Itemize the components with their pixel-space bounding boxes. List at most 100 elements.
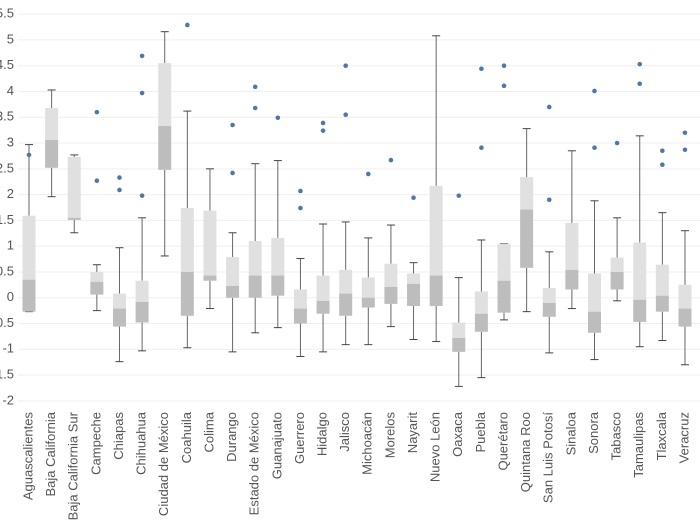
- x-tick-label: Jalisco: [337, 412, 352, 452]
- outlier-point: [592, 88, 597, 94]
- box-lower: [610, 271, 624, 290]
- y-tick-label: -1.5: [0, 367, 14, 382]
- outlier-point: [117, 187, 122, 193]
- outlier-point: [26, 152, 32, 158]
- box-lower: [180, 271, 194, 316]
- box-lower: [452, 337, 466, 352]
- y-tick-label: 4.5: [0, 57, 14, 72]
- x-tick-label: San Luis Potosí: [541, 412, 556, 503]
- box-upper: [226, 256, 240, 286]
- outlier-point: [343, 112, 348, 117]
- x-tick-label: Oaxaca: [450, 411, 465, 457]
- x-tick-label: Guanajuato: [269, 412, 284, 479]
- y-tick-label: 0: [7, 289, 14, 304]
- x-tick-label: Veracruz: [676, 412, 691, 463]
- outlier-point: [479, 66, 484, 72]
- box-upper: [90, 271, 104, 282]
- box-upper: [271, 237, 285, 276]
- x-tick-label: Durango: [224, 412, 239, 462]
- box-upper: [474, 291, 488, 314]
- outlier-point: [94, 178, 100, 183]
- outlier-point: [479, 145, 484, 150]
- box-upper: [610, 257, 624, 272]
- box-upper: [565, 222, 579, 270]
- box-upper: [339, 269, 353, 294]
- box-upper: [655, 264, 669, 296]
- outlier-point: [252, 84, 258, 90]
- outlier-point: [366, 171, 371, 177]
- x-tick-label: Sinaloa: [563, 411, 578, 455]
- x-tick-label: Michoacán: [360, 412, 375, 475]
- outlier-point: [252, 105, 258, 111]
- box-lower: [407, 283, 421, 306]
- x-tick-label: Chiapas: [111, 412, 126, 460]
- box-upper: [248, 241, 262, 276]
- box-upper: [588, 273, 601, 312]
- x-tick-label: Nayarit: [405, 412, 420, 454]
- x-tick-label: Hidalgo: [314, 412, 329, 456]
- outlier-point: [501, 83, 507, 89]
- x-tick-label: Estado de México: [247, 412, 262, 515]
- box-lower: [339, 293, 353, 316]
- outlier-point: [117, 175, 122, 180]
- x-tick-label: Guerrero: [292, 412, 307, 464]
- y-tick-label: 3.5: [0, 109, 14, 124]
- x-tick-label: Aguascalientes: [20, 412, 35, 501]
- box-upper: [497, 243, 511, 281]
- box-lower: [22, 279, 36, 312]
- box-upper: [316, 275, 330, 301]
- outlier-point: [546, 104, 552, 110]
- box-upper: [112, 293, 126, 309]
- box-lower: [361, 297, 375, 308]
- outlier-point: [230, 122, 235, 128]
- outlier-point: [660, 162, 665, 168]
- x-tick-label: Tamaulipas: [631, 412, 646, 478]
- box-upper: [542, 287, 556, 303]
- box-lower: [316, 300, 330, 314]
- outlier-point: [343, 63, 348, 69]
- y-tick-label: 3: [7, 134, 14, 149]
- box-lower: [497, 280, 511, 313]
- y-tick-label: 0.5: [0, 263, 14, 278]
- outlier-point: [637, 61, 643, 67]
- outlier-point: [456, 193, 462, 198]
- x-tick-label: Nuevo León: [428, 412, 443, 482]
- box-lower: [542, 302, 556, 317]
- x-tick-label: Sonora: [586, 411, 601, 454]
- outlier-point: [660, 148, 665, 154]
- box-upper: [633, 242, 647, 300]
- y-tick-label: -1: [2, 341, 14, 356]
- box-upper: [384, 263, 398, 287]
- x-tick-label: Baja California Sur: [66, 411, 81, 520]
- outlier-point: [592, 145, 597, 150]
- box-lower: [248, 275, 262, 298]
- y-tick-label: -2: [2, 392, 14, 407]
- x-tick-label: Chihuahua: [134, 411, 149, 475]
- y-tick-label: 4: [7, 83, 14, 98]
- box-lower: [565, 269, 579, 290]
- box-upper: [429, 185, 443, 276]
- x-tick-label: Colima: [201, 411, 216, 452]
- box-lower: [588, 311, 601, 333]
- box-lower: [520, 209, 534, 268]
- box-upper: [22, 215, 36, 280]
- outlier-point: [614, 140, 620, 146]
- x-tick-label: Baja California: [43, 411, 58, 496]
- box-upper: [180, 208, 194, 272]
- y-tick-label: 1.5: [0, 212, 14, 227]
- outlier-point: [388, 157, 394, 163]
- outlier-point: [411, 195, 416, 201]
- x-tick-label: Morelos: [382, 412, 397, 459]
- box-lower: [655, 295, 669, 312]
- outlier-point: [94, 109, 100, 115]
- box-lower: [112, 308, 126, 327]
- x-tick-label: Quintana Roo: [518, 412, 533, 492]
- outlier-point: [320, 120, 326, 126]
- x-tick-label: Puebla: [473, 411, 488, 452]
- box-upper: [361, 277, 375, 298]
- box-upper: [520, 177, 534, 210]
- y-tick-label: 2.5: [0, 160, 14, 175]
- y-tick-label: 1: [7, 238, 14, 253]
- box-lower: [429, 275, 443, 306]
